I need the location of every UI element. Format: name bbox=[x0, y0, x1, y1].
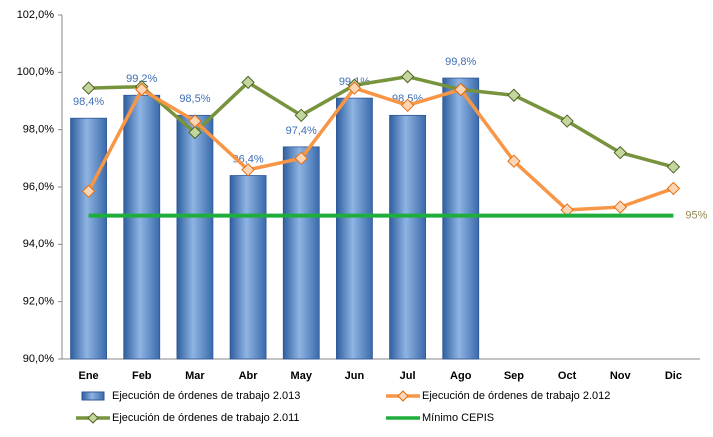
marker bbox=[294, 151, 308, 166]
data-label: 99,2% bbox=[126, 73, 157, 85]
x-tick-label: Oct bbox=[558, 370, 577, 382]
legend-label: Ejecución de órdenes de trabajo 2.013 bbox=[112, 390, 300, 402]
legend-label: Ejecución de órdenes de trabajo 2.011 bbox=[112, 412, 300, 424]
x-tick-label: Feb bbox=[132, 370, 152, 382]
x-tick-label: Mar bbox=[185, 370, 205, 382]
bar bbox=[229, 175, 267, 360]
data-label: 95% bbox=[685, 210, 707, 222]
y-tick-label: 96,0% bbox=[23, 181, 54, 193]
x-tick-label: Ene bbox=[78, 370, 98, 382]
marker bbox=[507, 154, 521, 168]
legend-label: Ejecución de órdenes de trabajo 2.012 bbox=[422, 390, 610, 402]
x-tick-label: Jun bbox=[345, 370, 365, 382]
bar bbox=[389, 114, 426, 360]
bar bbox=[70, 117, 107, 360]
marker bbox=[400, 98, 415, 113]
bar bbox=[176, 114, 214, 360]
x-tick-label: Abr bbox=[239, 370, 259, 382]
y-tick-label: 100,0% bbox=[17, 66, 55, 78]
marker bbox=[666, 181, 681, 196]
marker bbox=[454, 82, 468, 97]
marker bbox=[81, 81, 96, 95]
marker bbox=[241, 163, 255, 177]
x-tick-label: May bbox=[291, 370, 313, 382]
y-tick-label: 92,0% bbox=[23, 296, 54, 308]
x-tick-label: Sep bbox=[504, 370, 524, 382]
legend-marker bbox=[87, 412, 99, 424]
x-tick-label: Nov bbox=[610, 370, 632, 382]
legend-marker bbox=[397, 390, 409, 402]
bar bbox=[282, 146, 320, 360]
data-label: 98,4% bbox=[73, 96, 104, 108]
marker bbox=[507, 88, 521, 102]
marker bbox=[135, 82, 149, 97]
y-tick-label: 98,0% bbox=[23, 124, 54, 136]
bar bbox=[442, 77, 480, 360]
data-label: 97,4% bbox=[286, 125, 317, 137]
line bbox=[88, 74, 674, 169]
x-tick-label: Ago bbox=[450, 370, 472, 382]
x-tick-label: Jul bbox=[400, 370, 416, 382]
marker bbox=[666, 160, 681, 174]
marker bbox=[241, 75, 255, 90]
bar bbox=[123, 94, 161, 360]
marker bbox=[347, 81, 362, 95]
line bbox=[87, 86, 674, 212]
legend-label: Mínimo CEPIS bbox=[422, 412, 494, 424]
data-label: 99,8% bbox=[445, 56, 476, 68]
bar bbox=[336, 97, 373, 360]
marker bbox=[613, 200, 627, 214]
marker bbox=[560, 114, 574, 128]
x-tick-label: Dic bbox=[665, 370, 682, 382]
y-tick-label: 90,0% bbox=[23, 353, 54, 365]
legend-swatch bbox=[81, 391, 105, 401]
marker bbox=[294, 108, 308, 123]
marker bbox=[81, 184, 96, 199]
y-tick-label: 102,0% bbox=[17, 9, 55, 21]
y-tick-label: 94,0% bbox=[23, 238, 54, 250]
marker bbox=[400, 69, 415, 84]
marker bbox=[188, 125, 202, 140]
marker bbox=[613, 145, 627, 160]
marker bbox=[188, 114, 202, 128]
data-label: 98,5% bbox=[179, 93, 210, 105]
